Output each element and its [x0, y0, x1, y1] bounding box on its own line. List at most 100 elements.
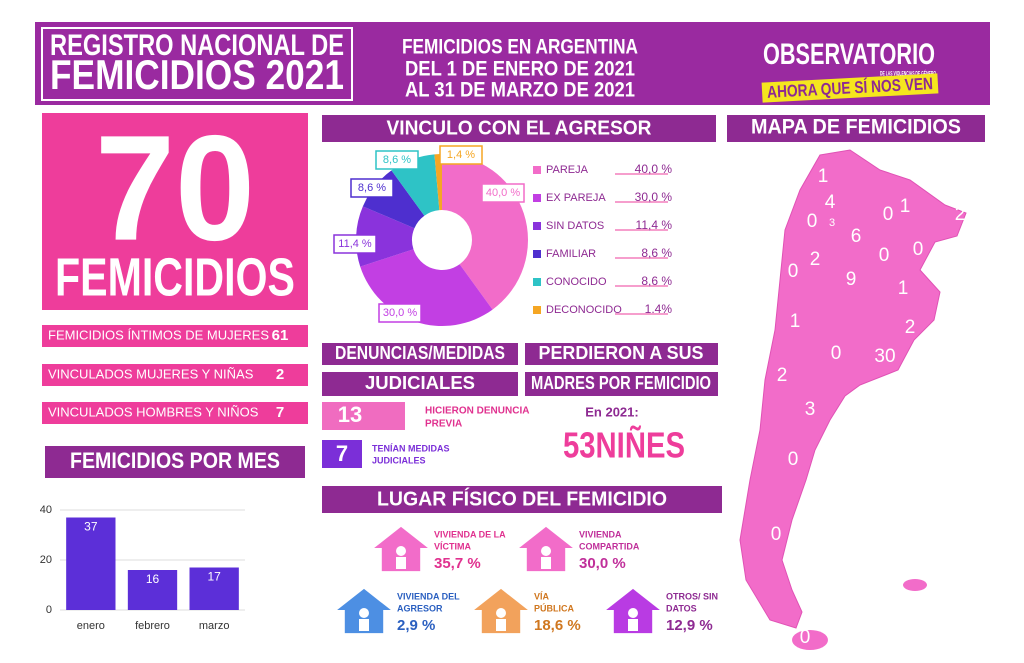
value-label-box	[439, 145, 483, 165]
y-tick-label: 0	[46, 604, 52, 616]
place-label: DATOS	[666, 603, 697, 613]
icon-person	[541, 557, 551, 569]
place-value: 30,0 %	[579, 555, 626, 572]
map-label: 2	[777, 365, 788, 386]
total-label: FEMICIDIOS	[55, 247, 295, 307]
bar-value: 17	[207, 570, 221, 584]
madres-year: En 2021:	[585, 404, 638, 419]
logo-sub: DE LAS VIOLENCIAS DE GÉNERO	[880, 70, 936, 78]
icon-person	[396, 546, 406, 556]
total-number: 70	[95, 104, 255, 272]
place-value: 18,6 %	[534, 617, 581, 634]
value-label-box	[350, 178, 394, 198]
bar	[127, 570, 178, 610]
logo-band	[761, 73, 939, 103]
map-label: 1	[818, 166, 829, 187]
legend-swatch	[533, 306, 541, 314]
map-shape	[903, 579, 927, 591]
x-tick-label: marzo	[199, 620, 230, 632]
place-label: VIVIENDA DE LA	[434, 529, 506, 539]
legend-value: 8,6 %	[641, 246, 672, 260]
section-header	[322, 486, 722, 513]
map-label: 6	[851, 226, 862, 247]
value-label-box	[481, 183, 525, 203]
breakdown-row	[42, 325, 308, 347]
place-label: VÍA	[534, 591, 550, 601]
legend-swatch	[533, 222, 541, 230]
map-label: 0	[800, 627, 811, 648]
section-header	[322, 115, 716, 142]
map-label: 0	[883, 204, 894, 225]
denuncia-value: 7	[336, 441, 348, 466]
icon-person	[628, 608, 638, 618]
value-box	[322, 440, 362, 468]
place-label: VÍCTIMA	[434, 541, 471, 551]
denuncia-label: PREVIA	[425, 419, 462, 430]
map-label: 4	[825, 192, 836, 213]
chart-title: VINCULO CON EL AGRESOR	[387, 117, 653, 139]
place-label: PÚBLICA	[534, 602, 574, 613]
breakdown-label: VINCULADOS HOMBRES Y NIÑOS	[48, 404, 259, 419]
map-label: 0	[879, 245, 890, 266]
section-title: MAPA DE FEMICIDIOS	[751, 116, 961, 139]
legend-label: CONOCIDO	[546, 276, 607, 288]
value-label: 8,6 %	[383, 154, 411, 166]
section-header	[322, 343, 518, 365]
icon-person	[359, 619, 369, 631]
icon-person	[496, 608, 506, 618]
value-label: 11,4 %	[338, 238, 372, 250]
section-header	[727, 115, 985, 142]
legend-value: 40,0 %	[635, 162, 673, 176]
denuncia-label: JUDICIALES	[372, 455, 426, 465]
section-title: MADRES POR FEMICIDIO	[531, 373, 711, 393]
map-label: 2	[810, 249, 821, 270]
value-label-box	[378, 303, 422, 323]
legend-value: 30,0 %	[635, 190, 673, 204]
legend-label: EX PAREJA	[546, 192, 606, 204]
total-box	[42, 113, 308, 310]
breakdown-value: 7	[276, 404, 284, 421]
map-label: 0	[831, 343, 842, 364]
map-label: 3	[805, 399, 816, 420]
map-label: 1	[790, 311, 801, 332]
place-value: 35,7 %	[434, 555, 481, 572]
breakdown-value: 2	[276, 366, 284, 383]
legend-label: FAMILIAR	[546, 248, 596, 260]
map-label: 1	[898, 278, 909, 299]
map-label: 9	[846, 269, 857, 290]
map-label: 2	[955, 204, 966, 225]
pie-slice	[434, 154, 442, 211]
legend-swatch	[533, 166, 541, 174]
icon-person	[496, 619, 506, 631]
map-shape	[739, 149, 967, 629]
legend-value: 8,6 %	[641, 274, 672, 288]
legend-label: SIN DATOS	[546, 220, 604, 232]
icon-person	[541, 546, 551, 556]
bar	[189, 567, 239, 610]
breakdown-label: VINCULADOS MUJERES Y NIÑAS	[48, 366, 254, 381]
y-tick-label: 40	[40, 504, 52, 516]
section-title: JUDICIALES	[365, 373, 475, 393]
header-title: FEMICIDIOS 2021	[50, 51, 344, 98]
section-title: DENUNCIAS/MEDIDAS	[335, 343, 505, 363]
denuncia-label: TENÍAN MEDIDAS	[372, 443, 450, 453]
denuncia-value: 13	[338, 402, 362, 427]
breakdown-row	[42, 364, 308, 386]
header-frame	[41, 27, 353, 101]
place-label: COMPARTIDA	[579, 541, 640, 551]
section-header	[525, 372, 718, 396]
chart-title: FEMICIDIOS POR MES	[70, 448, 280, 473]
legend-swatch	[533, 278, 541, 286]
value-label-box	[333, 234, 377, 254]
logo: OBSERVATORIO	[763, 38, 935, 71]
map-label: 3	[829, 217, 835, 229]
map-label: 0	[788, 261, 799, 282]
x-tick-label: febrero	[135, 620, 170, 632]
place-label: VIVIENDA	[579, 529, 622, 539]
section-header	[322, 372, 518, 396]
map-label: 0	[913, 239, 924, 260]
header-subtitle: DEL 1 DE ENERO DE 2021	[405, 58, 635, 81]
place-label: AGRESOR	[397, 603, 443, 613]
value-label-box	[375, 150, 419, 170]
